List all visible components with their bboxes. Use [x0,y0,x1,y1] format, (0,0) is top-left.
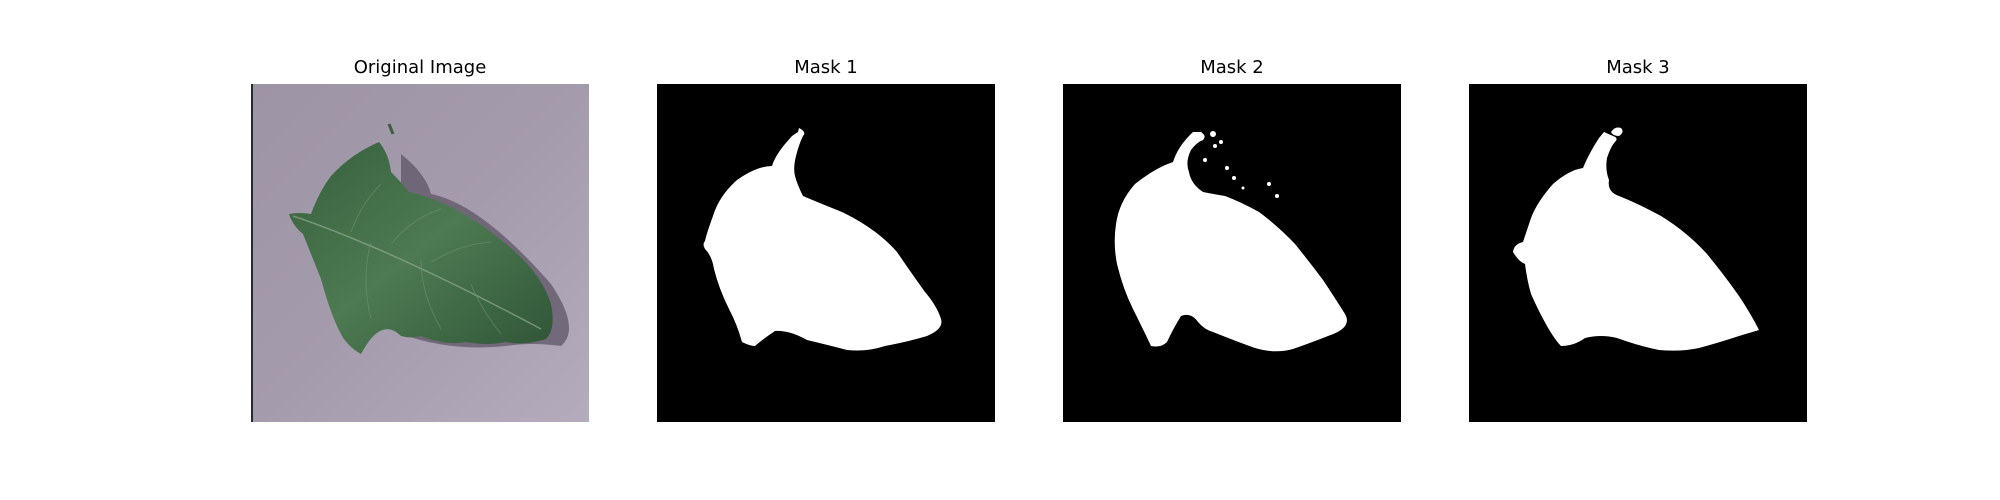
mask-2-image [1063,84,1401,422]
panel-title-mask-2: Mask 2 [1200,57,1264,78]
panel-title-mask-1: Mask 1 [794,57,858,78]
mask-1-shape [703,128,942,351]
mask-3-image [1469,84,1807,422]
mask-2-shape [1114,132,1347,352]
panel-title-mask-3: Mask 3 [1606,57,1670,78]
mask-1-image [657,84,995,422]
original-image [251,84,589,422]
mask-3-shape [1513,132,1759,351]
panel-title-original-image: Original Image [353,57,487,78]
